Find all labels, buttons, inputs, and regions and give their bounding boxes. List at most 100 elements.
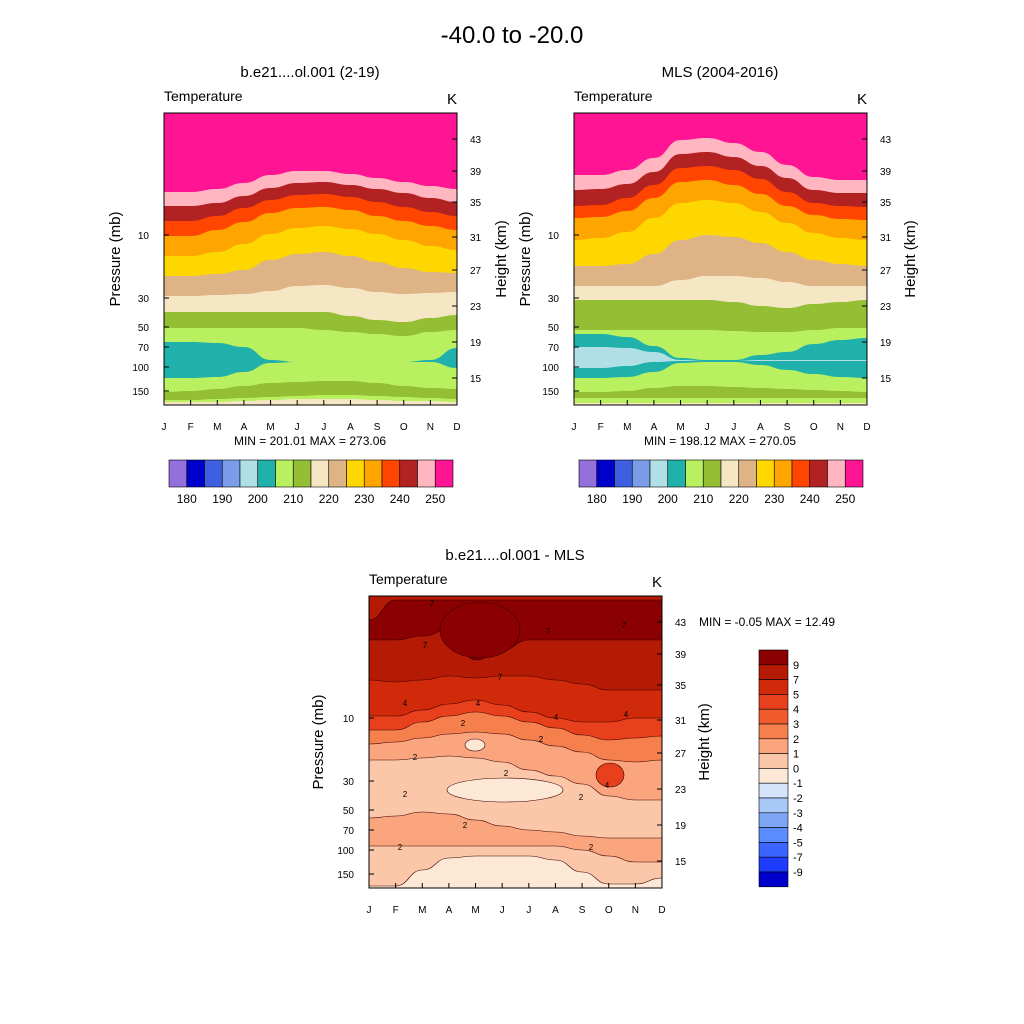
y-tick-label: 100	[132, 363, 149, 374]
figure-title: -40.0 to -20.0	[441, 22, 584, 49]
x-tick-label: M	[266, 422, 274, 433]
plot-area	[573, 113, 868, 405]
y2-axis-label: Height (km)	[493, 220, 510, 298]
colorbar-swatch	[204, 459, 223, 488]
colorbar-swatch	[381, 459, 401, 488]
y2-tick-label: 31	[675, 716, 687, 727]
colorbar-swatch	[758, 797, 789, 814]
colorbar-swatch	[758, 694, 789, 710]
x-tick-label: M	[676, 422, 684, 433]
y2-tick-labels: 43 39 35 31 27 23 19 15	[880, 135, 892, 385]
colorbar-swatch	[649, 459, 669, 488]
x-tick-label: J	[367, 905, 372, 916]
colorbar-label: 190	[622, 492, 642, 506]
x-tick-label: S	[784, 422, 791, 433]
colorbar-swatch	[758, 664, 789, 680]
min-max-stats: MIN = 201.01 MAX = 273.06	[234, 434, 386, 448]
y2-tick-label: 39	[880, 167, 892, 178]
panel-mls: MLS (2004-2016) Temperature K J F M A M J J A S O…	[517, 64, 919, 506]
y2-tick-label: 43	[470, 135, 482, 146]
colorbar-label: 180	[177, 492, 197, 506]
y2-tick-label: 15	[880, 374, 892, 385]
colorbar-label: 200	[248, 492, 268, 506]
x-tick-label: S	[374, 422, 381, 433]
colorbar-swatch	[434, 459, 454, 488]
x-tick-label: S	[579, 905, 586, 916]
y2-tick-label: 27	[880, 266, 892, 277]
contour-label: 7	[423, 641, 428, 650]
colorbar-swatch	[738, 459, 757, 488]
panel-title: MLS (2004-2016)	[662, 64, 779, 81]
y2-tick-label: 31	[880, 233, 892, 244]
y-tick-label: 150	[337, 870, 354, 881]
y2-tick-labels: 43 39 35 31 27 23 19 15	[675, 618, 687, 868]
colorbar-swatch	[596, 459, 615, 488]
colorbar-swatch	[168, 459, 188, 488]
colorbar-swatch	[758, 679, 789, 695]
unit-label: K	[857, 91, 867, 108]
y2-tick-label: 23	[470, 302, 482, 313]
x-tick-label: D	[453, 422, 460, 433]
contour-label: 4	[403, 699, 408, 708]
y-tick-label: 50	[138, 323, 150, 334]
x-tick-label: O	[605, 905, 613, 916]
x-tick-label: A	[757, 422, 764, 433]
colorbar-swatch	[758, 708, 789, 725]
colorbar-swatch	[328, 459, 347, 488]
contour-label: 4	[476, 699, 481, 708]
colorbar-swatch	[758, 827, 789, 843]
colorbar-label: -1	[793, 778, 803, 790]
y2-tick-label: 43	[880, 135, 892, 146]
colorbar-swatch	[417, 459, 436, 488]
x-tick-label: D	[658, 905, 665, 916]
x-tick-label: J	[321, 422, 326, 433]
unit-label: K	[652, 574, 662, 591]
contour-label: 4	[605, 781, 610, 790]
colorbar-swatch	[827, 459, 846, 488]
colorbar-label: -2	[793, 793, 803, 805]
y-tick-label: 70	[343, 826, 355, 837]
colorbar: 180 190 200 210 220 230 240 250	[168, 459, 454, 506]
y2-tick-label: 39	[470, 167, 482, 178]
colorbar-swatch	[239, 459, 259, 488]
colorbar-label: 4	[793, 704, 799, 716]
colorbar-swatch	[758, 723, 789, 740]
colorbar-label: 240	[390, 492, 410, 506]
colorbar-label: -3	[793, 808, 803, 820]
x-tick-label: A	[241, 422, 248, 433]
unit-label: K	[447, 91, 457, 108]
colorbar-swatch	[257, 459, 276, 488]
contour-label: 4	[624, 710, 629, 719]
colorbar-swatch	[363, 459, 383, 488]
colorbar-label: -9	[793, 867, 803, 879]
y-tick-labels: 10 30 50 70 100 150	[542, 231, 559, 398]
colorbar-swatch	[702, 459, 722, 488]
colorbar-swatch	[631, 459, 651, 488]
colorbar: 180 190 200 210 220 230 240 250	[578, 459, 864, 506]
colorbar-swatch	[667, 459, 686, 488]
colorbar-swatch	[221, 459, 241, 488]
panel-title: b.e21....ol.001 - MLS	[445, 547, 584, 564]
y-axis-label: Pressure (mb)	[517, 211, 534, 306]
colorbar-swatch	[310, 459, 330, 488]
y-tick-label: 30	[343, 777, 355, 788]
colorbar-label: 180	[587, 492, 607, 506]
colorbar-swatch	[758, 842, 789, 858]
contour-label: 7	[622, 621, 627, 630]
y2-tick-label: 15	[470, 374, 482, 385]
contour-closed	[464, 738, 486, 752]
colorbar-label: 1	[793, 749, 799, 761]
x-tick-label: A	[347, 422, 354, 433]
colorbar-label: 230	[764, 492, 784, 506]
colorbar-label: 210	[283, 492, 303, 506]
colorbar-swatch	[758, 871, 789, 888]
y2-tick-label: 27	[470, 266, 482, 277]
y-tick-label: 10	[548, 231, 560, 242]
contour-label: 2	[461, 719, 466, 728]
plot-frame	[573, 112, 868, 406]
contour-label: 4	[554, 713, 559, 722]
x-tick-label: J	[572, 422, 577, 433]
